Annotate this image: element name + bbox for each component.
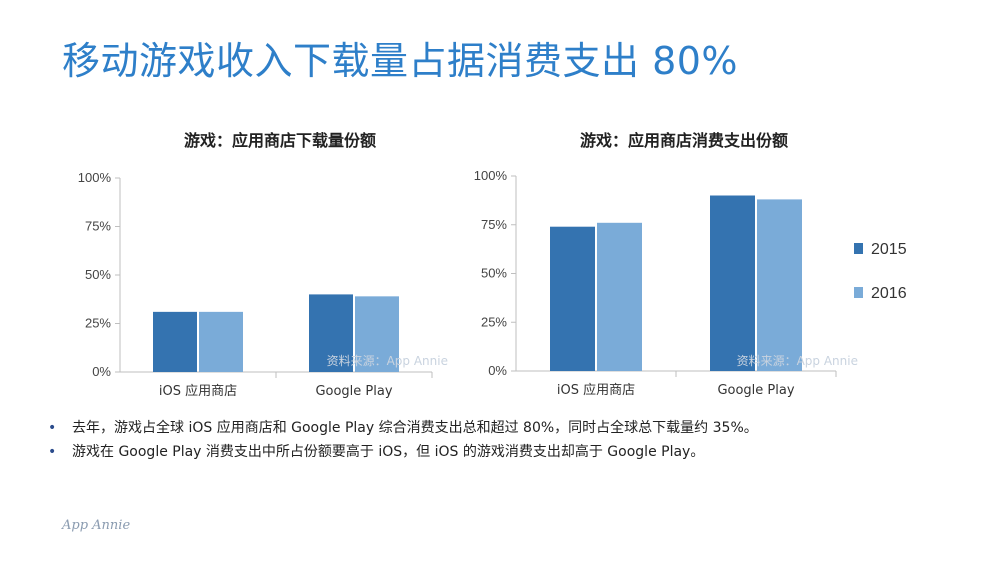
chart-svg: 游戏：应用商店下载量份额 0% 25% 50% 75% 100% iOS 应用商店 Googl…: [78, 131, 448, 399]
bullet-dot-icon: •: [48, 420, 57, 436]
legend-label: 2015: [871, 241, 907, 258]
bullet-text: 去年，游戏占全球 iOS 应用商店和 Google Play 综合消费支出总和超…: [72, 420, 758, 436]
source-note: 资料来源：App Annie: [327, 354, 448, 368]
y-tick-label: 50%: [481, 266, 507, 281]
chart-svg: 游戏：应用商店消费支出份额 0% 25% 50% 75% 100% iOS 应用商店 Goog…: [474, 131, 907, 398]
x-category-label: iOS 应用商店: [557, 382, 635, 398]
slide-title: 移动游戏收入下载量占据消费支出 80%: [62, 39, 739, 83]
y-tick-label: 0%: [488, 363, 507, 378]
x-category-label: Google Play: [315, 384, 392, 399]
bar-2015-0: [550, 226, 595, 371]
legend-label: 2016: [871, 285, 907, 302]
bullet-list: • 去年，游戏占全球 iOS 应用商店和 Google Play 综合消费支出总和…: [48, 416, 758, 464]
bullet-dot-icon: •: [48, 444, 57, 460]
bar-2016-0: [199, 311, 243, 372]
bullet-text: 游戏在 Google Play 消费支出中所占份额要高于 iOS，但 iOS 的…: [72, 444, 705, 460]
x-category-label: iOS 应用商店: [159, 383, 237, 399]
footer-logo: App Annie: [62, 518, 131, 533]
y-tick-label: 100%: [474, 168, 508, 183]
y-tick-label: 25%: [481, 314, 507, 329]
legend-swatch-2015: [854, 243, 863, 254]
y-tick-label: 75%: [85, 219, 111, 234]
chart-title: 游戏：应用商店下载量份额: [184, 131, 376, 150]
y-tick-label: 50%: [85, 267, 111, 282]
y-tick-label: 75%: [481, 217, 507, 232]
bar-2016-1: [355, 296, 399, 372]
x-category-label: Google Play: [717, 383, 794, 398]
source-note: 资料来源：App Annie: [737, 354, 858, 368]
bar-2016-0: [597, 222, 642, 371]
chart-download-share: 游戏：应用商店下载量份额 0% 25% 50% 75% 100% iOS 应用商店 Googl…: [60, 122, 460, 402]
chart-title: 游戏：应用商店消费支出份额: [580, 131, 788, 150]
bar-2015-1: [309, 294, 353, 372]
y-tick-label: 100%: [78, 170, 112, 185]
y-tick-label: 0%: [92, 364, 111, 379]
bullet-item: • 去年，游戏占全球 iOS 应用商店和 Google Play 综合消费支出总和…: [48, 416, 758, 440]
y-tick-label: 25%: [85, 316, 111, 331]
chart-spend-share: 游戏：应用商店消费支出份额 0% 25% 50% 75% 100% iOS 应用商店 Goog…: [462, 122, 922, 402]
bar-2016-1: [757, 199, 802, 371]
bar-2015-0: [153, 311, 197, 372]
bar-2015-1: [710, 195, 755, 371]
legend-swatch-2016: [854, 287, 863, 298]
bullet-item: • 游戏在 Google Play 消费支出中所占份额要高于 iOS，但 iOS …: [48, 440, 758, 464]
